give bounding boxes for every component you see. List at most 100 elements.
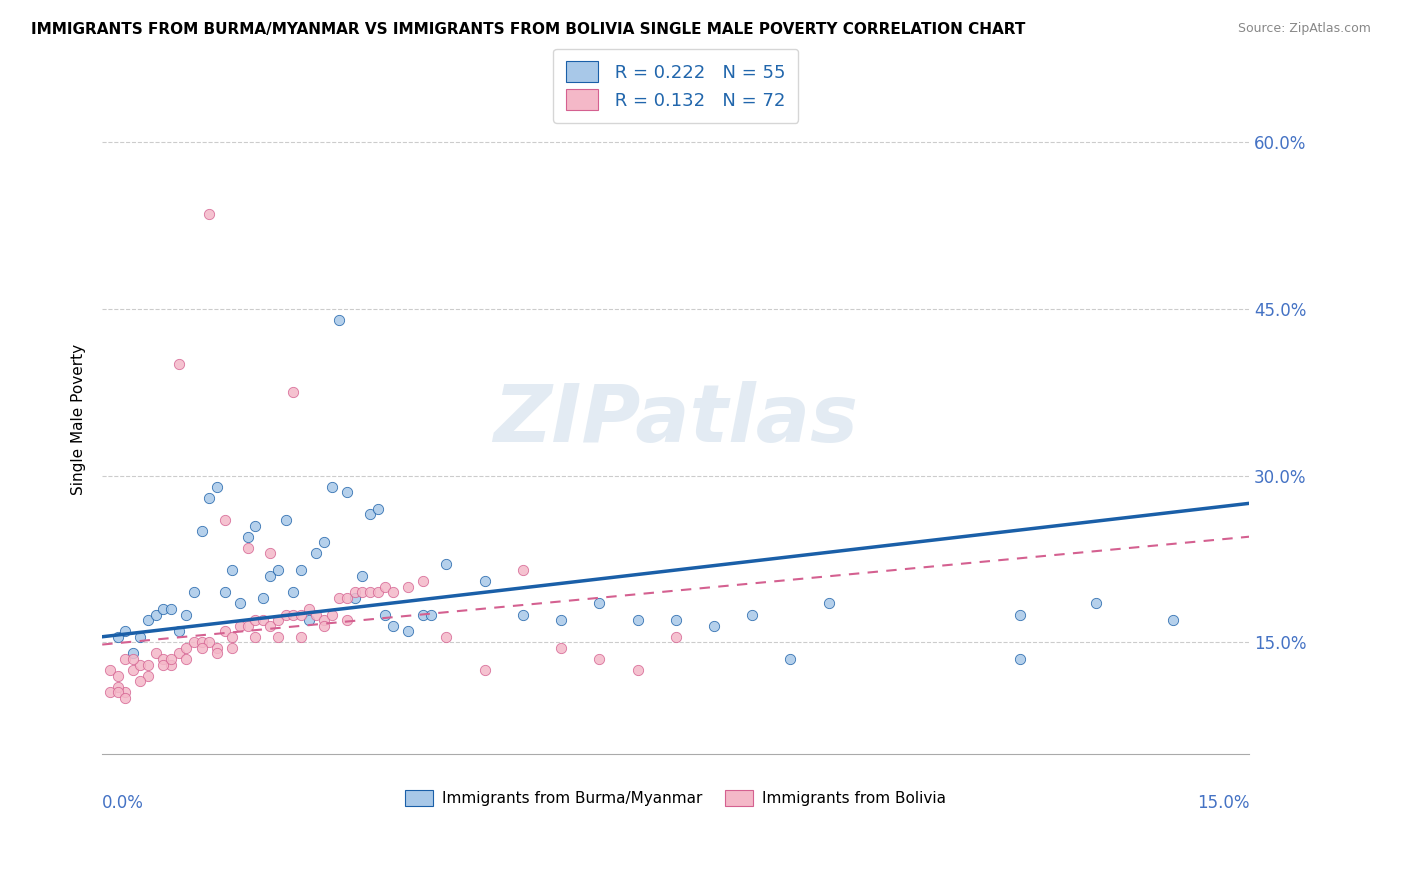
Point — [305, 607, 328, 622]
Point — [229, 618, 252, 632]
Point — [274, 513, 297, 527]
Point — [283, 385, 305, 400]
Point — [343, 585, 366, 599]
Point — [114, 690, 136, 705]
Point — [252, 613, 274, 627]
Point — [176, 607, 198, 622]
Point — [352, 568, 374, 582]
Point — [366, 502, 388, 516]
Point — [198, 635, 221, 649]
Point — [359, 585, 381, 599]
Point — [588, 596, 610, 610]
Point — [434, 630, 457, 644]
Point — [312, 535, 335, 549]
Point — [741, 607, 763, 622]
Point — [236, 530, 259, 544]
Point — [176, 652, 198, 666]
Point — [236, 618, 259, 632]
Point — [243, 630, 266, 644]
Point — [221, 640, 243, 655]
Point — [381, 618, 404, 632]
Point — [114, 652, 136, 666]
Point — [1161, 613, 1184, 627]
Point — [434, 558, 457, 572]
Point — [252, 591, 274, 605]
Point — [160, 657, 183, 672]
Point — [312, 618, 335, 632]
Point — [152, 652, 174, 666]
Point — [114, 685, 136, 699]
Point — [176, 640, 198, 655]
Point — [512, 607, 534, 622]
Point — [160, 602, 183, 616]
Point — [703, 618, 725, 632]
Point — [121, 663, 143, 677]
Point — [396, 580, 419, 594]
Point — [221, 630, 243, 644]
Point — [298, 613, 321, 627]
Point — [229, 596, 252, 610]
Point — [336, 485, 359, 500]
Point — [412, 574, 434, 589]
Point — [190, 640, 212, 655]
Point — [665, 613, 688, 627]
Point — [343, 591, 366, 605]
Text: ZIPatlas: ZIPatlas — [494, 381, 858, 459]
Y-axis label: Single Male Poverty: Single Male Poverty — [72, 344, 86, 495]
Point — [665, 630, 688, 644]
Point — [121, 652, 143, 666]
Point — [136, 657, 159, 672]
Point — [374, 607, 396, 622]
Point — [129, 630, 152, 644]
Point — [1008, 652, 1031, 666]
Point — [243, 613, 266, 627]
Point — [336, 613, 359, 627]
Point — [474, 574, 496, 589]
Point — [107, 668, 129, 682]
Point — [167, 624, 190, 639]
Point — [1008, 607, 1031, 622]
Point — [321, 480, 343, 494]
Point — [205, 640, 228, 655]
Point — [167, 357, 190, 371]
Point — [290, 630, 312, 644]
Point — [236, 541, 259, 555]
Point — [214, 624, 236, 639]
Point — [259, 618, 281, 632]
Point — [336, 591, 359, 605]
Point — [366, 585, 388, 599]
Point — [267, 563, 290, 577]
Point — [98, 685, 121, 699]
Point — [312, 613, 335, 627]
Point — [381, 585, 404, 599]
Point — [259, 546, 281, 560]
Point — [290, 607, 312, 622]
Legend: Immigrants from Burma/Myanmar, Immigrants from Bolivia: Immigrants from Burma/Myanmar, Immigrant… — [399, 784, 952, 813]
Point — [283, 585, 305, 599]
Point — [205, 647, 228, 661]
Point — [1085, 596, 1108, 610]
Point — [267, 630, 290, 644]
Point — [550, 613, 572, 627]
Point — [267, 613, 290, 627]
Point — [321, 607, 343, 622]
Point — [98, 663, 121, 677]
Point — [190, 635, 212, 649]
Point — [198, 491, 221, 505]
Point — [152, 657, 174, 672]
Point — [396, 624, 419, 639]
Point — [259, 568, 281, 582]
Point — [550, 640, 572, 655]
Point — [129, 657, 152, 672]
Point — [107, 685, 129, 699]
Point — [626, 663, 648, 677]
Point — [107, 630, 129, 644]
Point — [205, 480, 228, 494]
Text: Source: ZipAtlas.com: Source: ZipAtlas.com — [1237, 22, 1371, 36]
Point — [221, 563, 243, 577]
Text: 0.0%: 0.0% — [103, 794, 143, 812]
Point — [420, 607, 443, 622]
Point — [512, 563, 534, 577]
Point — [145, 647, 167, 661]
Point — [474, 663, 496, 677]
